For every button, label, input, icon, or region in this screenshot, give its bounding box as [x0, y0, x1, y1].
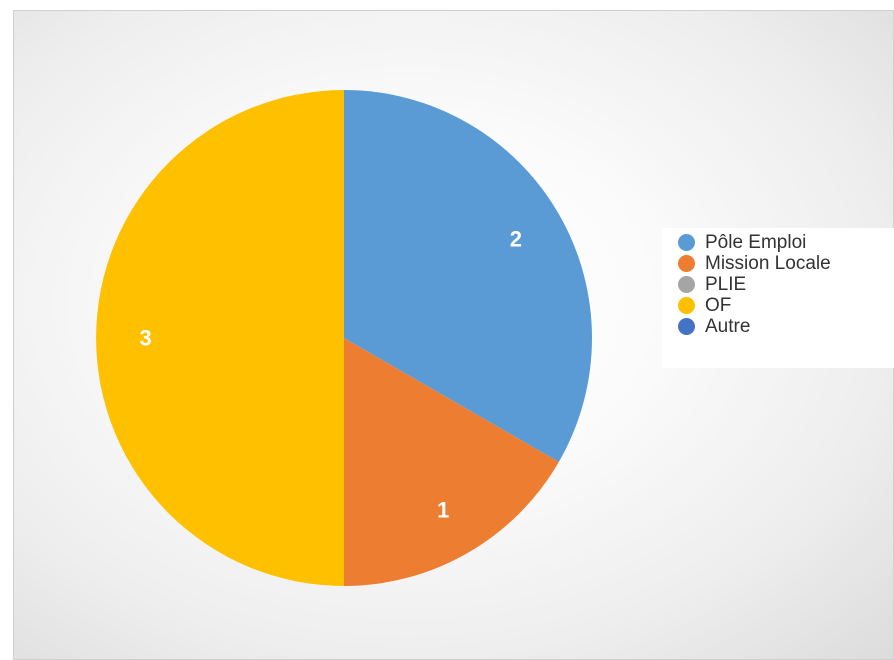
- legend-label-pole-emploi: Pôle Emploi: [705, 232, 807, 253]
- legend-item-autre: Autre: [678, 316, 894, 337]
- legend-label-plie: PLIE: [705, 274, 747, 295]
- legend-marker-of: [678, 297, 695, 314]
- data-label-of: 3: [139, 326, 151, 351]
- data-label-pole-emploi: 2: [510, 226, 522, 251]
- data-label-mission-locale: 1: [437, 497, 449, 522]
- legend-marker-plie: [678, 276, 695, 293]
- legend-marker-mission-locale: [678, 255, 695, 272]
- pie-slice-mission-locale: [344, 338, 559, 586]
- legend-item-mission-locale: Mission Locale: [678, 253, 894, 274]
- legend-item-of: OF: [678, 295, 894, 316]
- legend-list: Pôle Emploi Mission Locale PLIE OF Autre: [662, 228, 894, 337]
- pie-slice-of: [96, 90, 344, 586]
- legend-label-mission-locale: Mission Locale: [705, 253, 831, 274]
- legend-item-pole-emploi: Pôle Emploi: [678, 232, 894, 253]
- legend-label-autre: Autre: [705, 316, 751, 337]
- legend-marker-autre: [678, 318, 695, 335]
- pie-slice-pole-emploi: [344, 90, 592, 462]
- legend-item-plie: PLIE: [678, 274, 894, 295]
- legend: Pôle Emploi Mission Locale PLIE OF Autre: [662, 228, 894, 368]
- legend-marker-pole-emploi: [678, 234, 695, 251]
- legend-label-of: OF: [705, 295, 732, 316]
